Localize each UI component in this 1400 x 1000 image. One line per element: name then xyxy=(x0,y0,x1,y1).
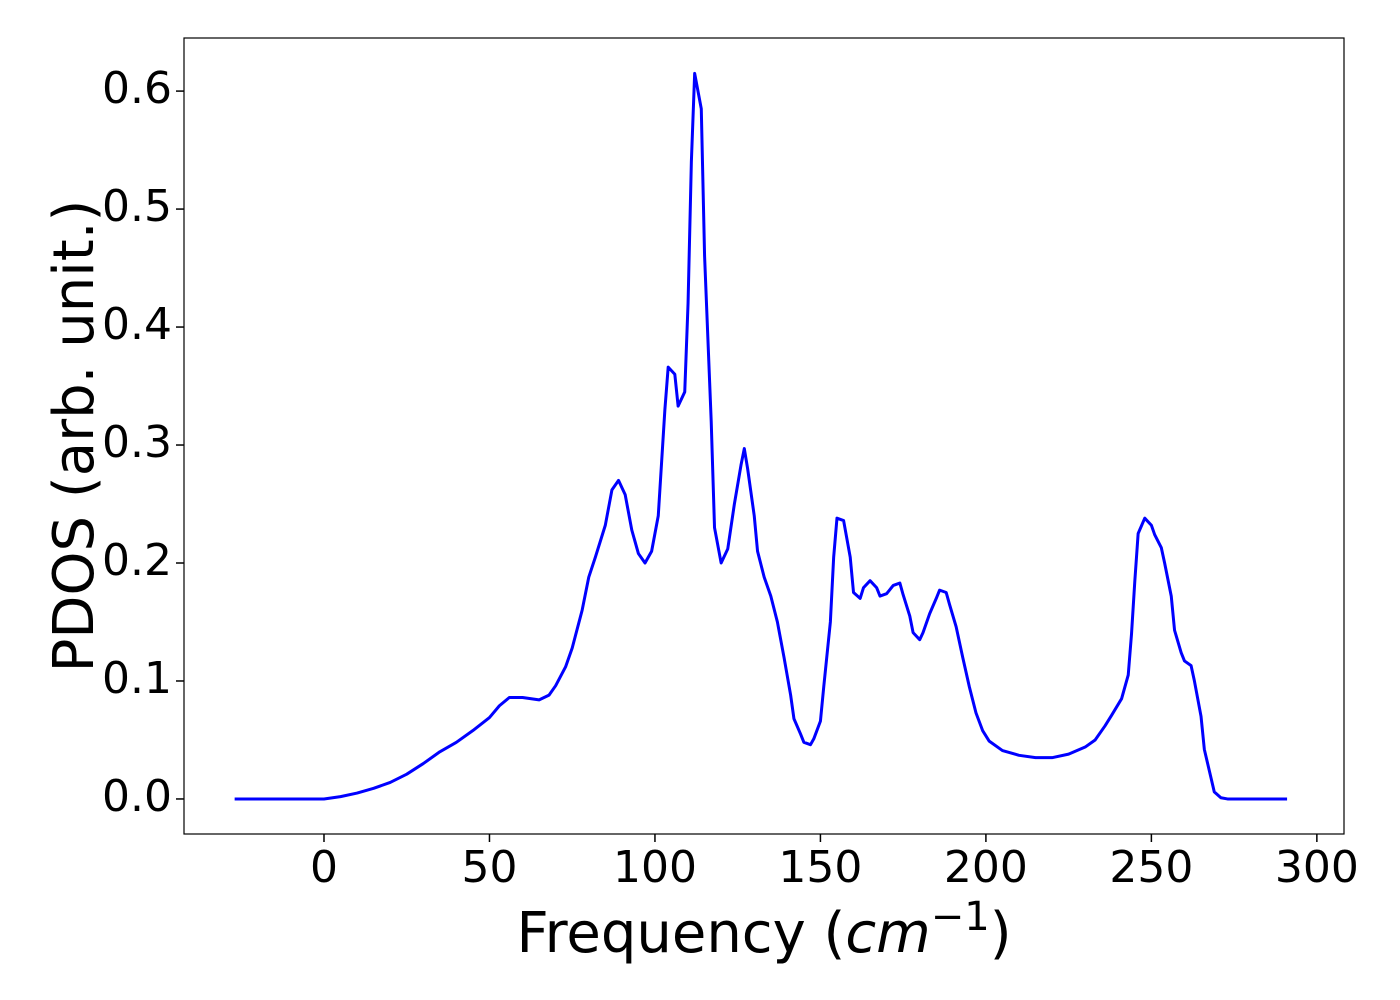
x-tick-label: 150 xyxy=(778,842,862,893)
x-tick-label: 100 xyxy=(613,842,697,893)
x-axis-label: Frequency (cm−1) xyxy=(516,894,1011,966)
y-tick-label: 0.6 xyxy=(102,63,172,114)
y-tick-label: 0.0 xyxy=(102,771,172,822)
y-tick-label: 0.2 xyxy=(102,535,172,586)
x-tick-label: 300 xyxy=(1275,842,1359,893)
plot-frame xyxy=(183,37,1345,835)
x-label-italic: cm xyxy=(845,901,930,966)
x-tick-label: 200 xyxy=(944,842,1028,893)
x-tick-label: 0 xyxy=(310,842,338,893)
y-axis-label: PDOS (arb. unit.) xyxy=(42,200,107,673)
x-label-sup: −1 xyxy=(931,894,990,940)
x-label-text: Frequency ( xyxy=(516,901,845,966)
x-tick-label: 250 xyxy=(1109,842,1193,893)
y-tick-label: 0.5 xyxy=(102,181,172,232)
y-tick-label: 0.4 xyxy=(102,299,172,350)
line-series xyxy=(234,71,1288,801)
y-tick-label: 0.3 xyxy=(102,417,172,468)
x-tick-label: 50 xyxy=(461,842,517,893)
x-label-close: ) xyxy=(990,901,1012,966)
y-tick-label: 0.1 xyxy=(102,653,172,704)
